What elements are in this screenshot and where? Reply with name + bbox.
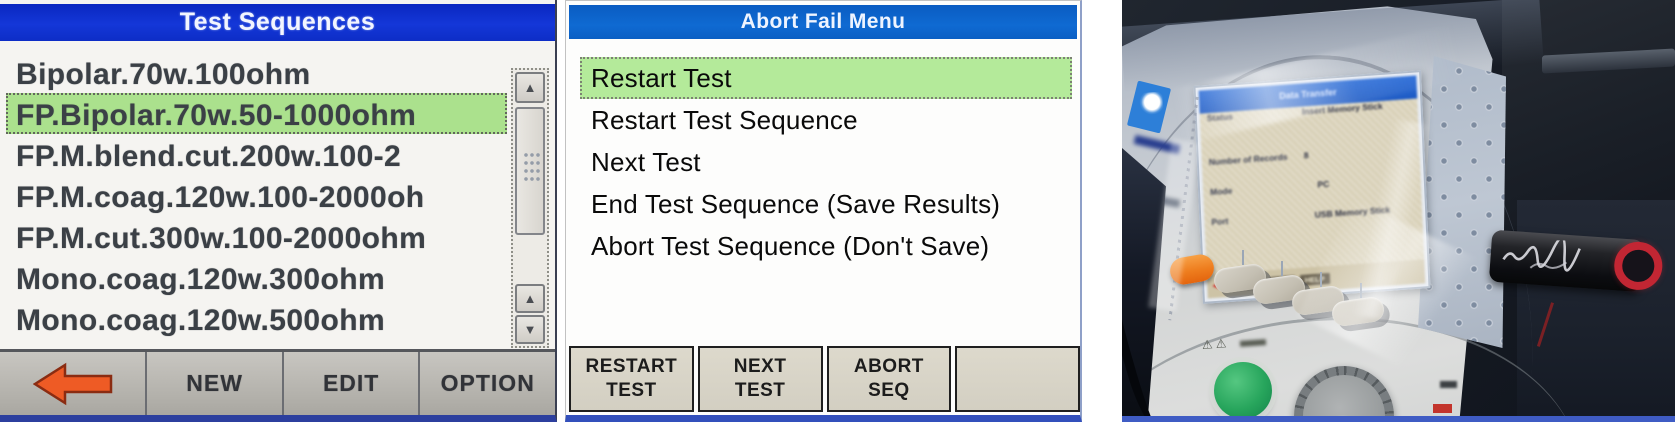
test-sequences-titlebar: Test Sequences (0, 4, 555, 41)
test-sequence-label: Mono.coag.120w.300ohm (16, 263, 386, 296)
abort-menu-item[interactable]: Restart Test Sequence (580, 99, 1072, 141)
panel-label-blurred (1440, 381, 1457, 388)
softkey-line1: RESTART (585, 356, 678, 378)
list-scrollbar[interactable]: ▲ ▲ ▼ (511, 68, 549, 348)
softkey-line1: ABORT (853, 356, 924, 378)
scrollbar-step-up-button[interactable]: ▲ (515, 284, 545, 313)
test-sequence-label: Bipolar.70w.100ohm (16, 58, 311, 91)
abort-menu-item-label: Restart Test Sequence (591, 105, 858, 135)
restart-test-button[interactable]: RESTART TEST (569, 346, 694, 412)
back-arrow-icon (32, 362, 112, 405)
scrollbar-step-down-button[interactable]: ▼ (515, 315, 545, 344)
lcd-content: Data Transfer Number of Records 8 Mode P… (1198, 75, 1426, 299)
abort-menu-item[interactable]: Restart Test (580, 57, 1072, 99)
abort-menu-item-label: Abort Test Sequence (Don't Save) (591, 231, 990, 261)
usb-stick-body (1488, 229, 1645, 347)
knob-highlight (1327, 417, 1359, 422)
usb-stick-handwritten-label (1502, 239, 1581, 272)
abort-seq-button[interactable]: ABORT SEQ (826, 346, 952, 412)
test-sequence-list-item[interactable]: FP.M.cut.300w.100-2000ohm (6, 216, 507, 257)
test-sequence-label: Mono.coag.120w.500ohm (16, 304, 386, 337)
new-button[interactable]: NEW (145, 352, 282, 415)
lcd-row: Port USB Memory Stick (1211, 203, 1418, 227)
test-sequence-label: FP.M.cut.300w.100-2000ohm (16, 222, 427, 255)
lcd-row-value: USB Memory Stick (1314, 204, 1391, 220)
abort-menu-softkey-bar: RESTART TEST NEXT TEST ABORT SEQ (569, 346, 1080, 412)
lcd-row-label: Port (1211, 215, 1229, 228)
test-sequence-list-item[interactable]: Mono.coag.120w.300ohm (6, 257, 507, 298)
next-test-button[interactable]: NEXT TEST (697, 346, 823, 412)
test-sequence-list-item[interactable]: Bipolar.70w.100ohm (6, 52, 507, 93)
abort-menu-item-label: Restart Test (591, 63, 732, 93)
analyzer-device-photo: Data Transfer Number of Records 8 Mode P… (1122, 0, 1675, 422)
background-monitor (1502, 0, 1675, 230)
option-button[interactable]: OPTION (418, 352, 555, 415)
red-panel-marking (1433, 404, 1452, 413)
test-sequences-screen: Test Sequences Bipolar.70w.100ohm FP.Bip… (0, 0, 557, 422)
softkey-stem (1242, 250, 1244, 265)
lcd-row-value: PC (1317, 178, 1330, 190)
test-sequence-list-item[interactable]: FP.M.blend.cut.200w.100-2 (6, 134, 507, 175)
edit-button[interactable]: EDIT (281, 352, 419, 415)
abort-menu-item[interactable]: End Test Sequence (Save Results) (580, 183, 1072, 225)
abort-menu-item-label: End Test Sequence (Save Results) (591, 189, 1001, 219)
softkey-stem (1360, 283, 1362, 298)
blank-softkey-button[interactable] (955, 346, 1080, 412)
green-start-button (1214, 362, 1272, 416)
scrollbar-up-button[interactable]: ▲ (515, 72, 545, 103)
softkey-stem (1281, 261, 1283, 276)
lcd-row: Mode PC (1210, 173, 1417, 197)
abort-fail-menu-titlebar: Abort Fail Menu (569, 5, 1077, 39)
abort-menu-item[interactable]: Abort Test Sequence (Don't Save) (580, 225, 1072, 267)
scrollbar-thumb[interactable] (515, 107, 545, 235)
test-sequence-list: Bipolar.70w.100ohm FP.Bipolar.70w.50-100… (6, 52, 507, 339)
lcd-body: Number of Records 8 Mode PC Port USB Mem… (1199, 98, 1425, 275)
lcd-row-label: Status (1206, 111, 1234, 124)
scrollbar-step-buttons: ▲ ▼ (515, 282, 545, 344)
softkey-stem (1320, 272, 1322, 287)
test-sequence-list-item[interactable]: FP.Bipolar.70w.50-1000ohm (6, 93, 507, 134)
test-sequence-list-item[interactable]: Mono.coag.120w.500ohm (6, 298, 507, 339)
softkey-line1: NEXT (733, 356, 787, 378)
back-button[interactable] (0, 352, 145, 415)
rotary-knob-face (1303, 375, 1385, 422)
lcd-row-label: Number of Records (1208, 151, 1288, 168)
lcd-row-value: 8 (1303, 150, 1309, 161)
abort-fail-menu-screen: Abort Fail Menu Restart Test Restart Tes… (565, 0, 1082, 422)
lcd-row-label: Mode (1209, 185, 1233, 198)
softkey-line2: TEST (606, 380, 657, 401)
test-sequence-list-item[interactable]: FP.M.coag.120w.100-2000oh (6, 175, 507, 216)
test-sequences-softkey-bar: NEW EDIT OPTION (0, 349, 555, 415)
softkey-line2: TEST (734, 380, 786, 401)
lcd-row: Number of Records 8 (1209, 143, 1416, 167)
test-sequence-label: FP.M.blend.cut.200w.100-2 (16, 140, 402, 173)
usb-stick (1487, 212, 1675, 347)
test-sequence-label: FP.Bipolar.70w.50-1000ohm (16, 99, 417, 132)
softkey-line2: SEQ (868, 380, 910, 401)
abort-menu-item[interactable]: Next Test (580, 141, 1072, 183)
abort-menu-item-label: Next Test (591, 147, 701, 177)
warning-symbols: ⚠⚠ (1201, 336, 1230, 352)
scrollbar-grip-icon (524, 153, 540, 185)
test-sequence-label: FP.M.coag.120w.100-2000oh (16, 181, 425, 214)
abort-fail-menu-list: Restart Test Restart Test Sequence Next … (580, 57, 1072, 267)
